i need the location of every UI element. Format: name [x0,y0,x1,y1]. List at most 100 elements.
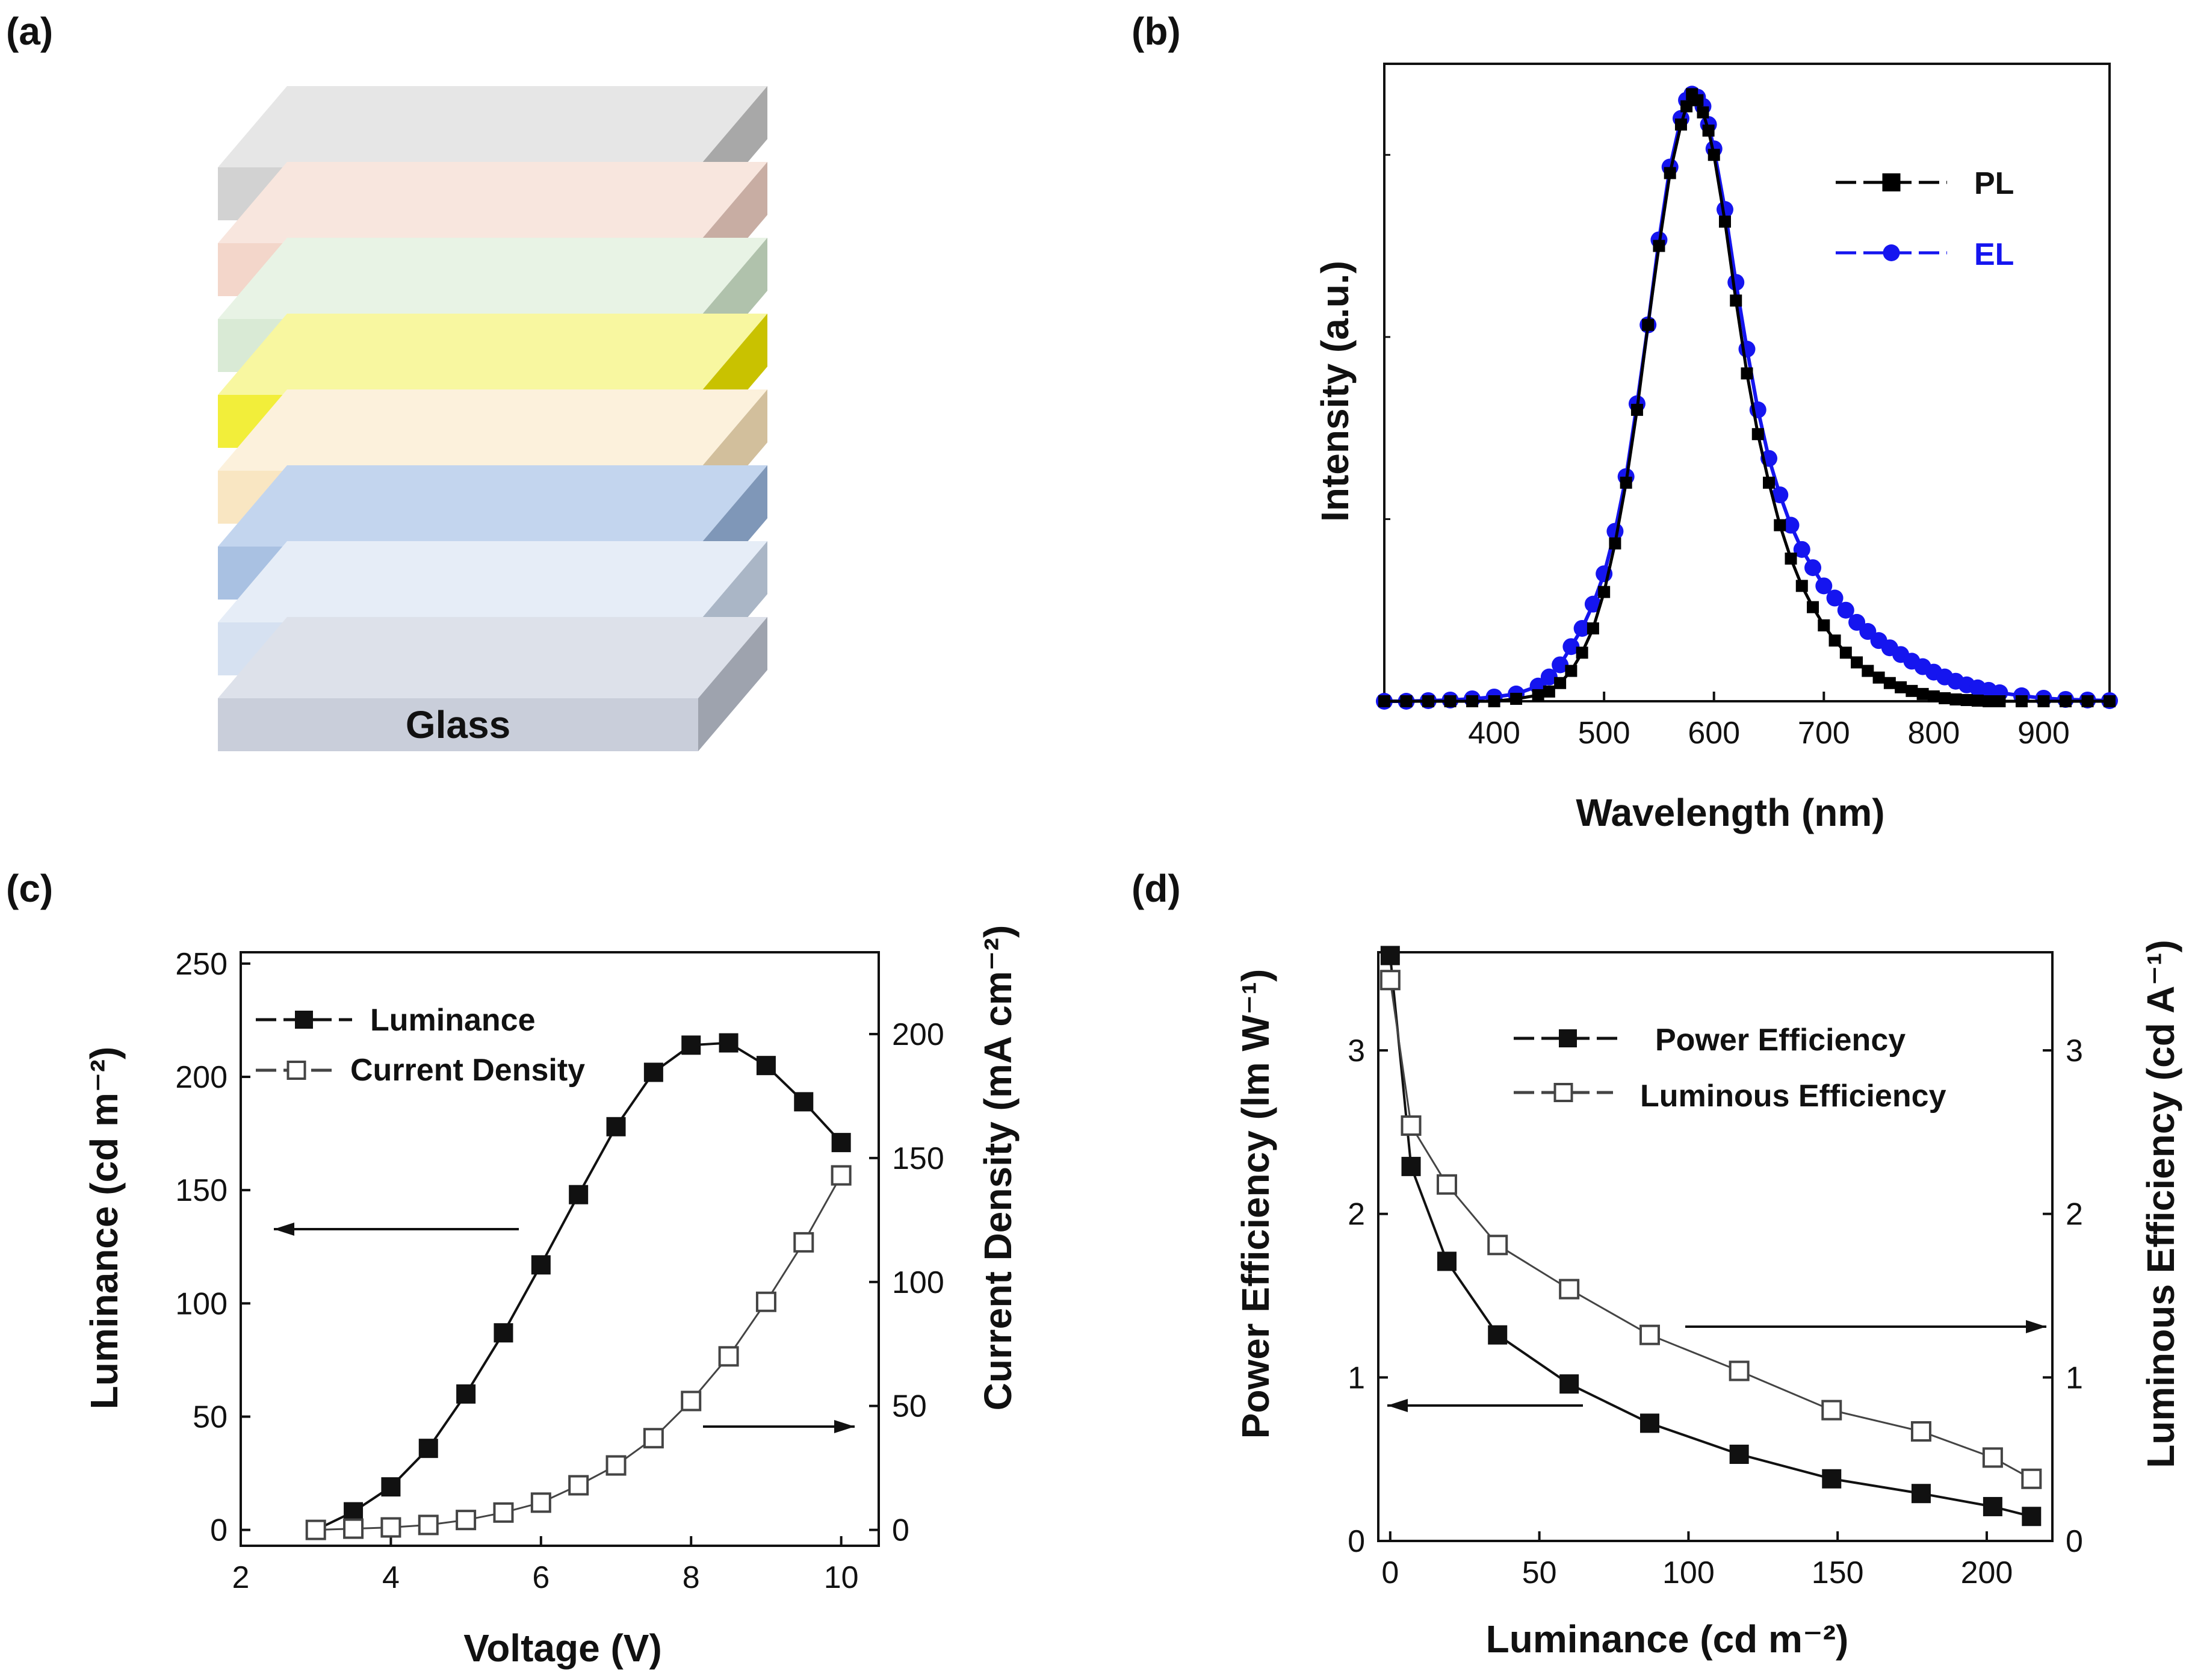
chart-b-point-pl [1741,367,1753,380]
chart-b-xtick-label: 400 [1468,716,1520,751]
chart-b-point-pl [2081,695,2094,707]
legend-label-current-density: Current Density [350,1053,585,1088]
chart-c-point-current-density [380,1517,401,1538]
chart-d-point-luminous-efficiency [1821,1399,1842,1421]
chart-b-point-pl [1971,694,1984,707]
chart-d-ytick-label-right: 2 [2066,1197,2083,1232]
chart-b-xlabel: Wavelength (nm) [1576,791,1884,834]
chart-b-point-pl [1576,646,1588,659]
chart-c-point-current-density [755,1291,776,1312]
chart-d-point-power-efficiency [1437,1251,1457,1271]
chart-c-point-current-density [343,1518,364,1539]
legend-label-luminous-efficiency: Luminous Efficiency [1640,1079,1946,1114]
chart-c-ytick-label-right: 0 [892,1513,909,1548]
chart-c-point-luminance [794,1092,814,1112]
chart-d-point-power-efficiency [1911,1484,1931,1504]
legend-sample-luminance [256,1011,352,1029]
chart-b-point-pl [1691,94,1704,107]
chart-d-ytick-label: 2 [1348,1197,1365,1232]
chart-c-ytick-label: 0 [210,1513,228,1548]
chart-b-xtick-label: 700 [1798,716,1850,751]
chart-c-point-luminance [643,1062,663,1082]
chart-c-point-current-density [305,1519,326,1540]
chart-d-point-power-efficiency [1401,1156,1421,1176]
chart-c-series-luminance [306,1033,851,1540]
legend-marker [1559,1029,1577,1047]
chart-b-point-pl [1774,519,1786,532]
chart-b-point-el [1584,595,1602,613]
chart-b-legend: PL EL [1836,166,2014,272]
legend-label-el: EL [1974,237,2014,272]
layer-top-face [218,314,767,395]
plot-frame [240,951,880,1547]
chart-b-point-pl [1642,318,1655,331]
chart-c-series-current-density [305,1165,852,1540]
chart-d-point-luminous-efficiency [1379,970,1401,991]
chart-d-point-power-efficiency [1729,1445,1749,1465]
chart-d-xtick-label: 0 [1381,1555,1399,1590]
chart-b-point-pl [1807,601,1819,613]
chart-c-line-luminance [315,1041,843,1531]
chart-c-point-current-density [681,1390,702,1412]
legend-sample-el [1836,244,1947,261]
chart-b-point-el [1804,559,1822,577]
chart-c-ytick-label-right: 100 [892,1265,944,1300]
legend-sample-power-efficiency [1514,1029,1622,1047]
chart-d-series-power-efficiency [1380,946,2042,1527]
chart-c-xlabel: Voltage (V) [463,1626,662,1670]
chart-b-point-pl [1697,106,1709,119]
chart-b-point-pl [1785,552,1797,565]
chart-d-point-luminous-efficiency [1559,1279,1580,1300]
chart-b-point-pl [1730,294,1742,307]
chart-d-point-power-efficiency [1380,946,1400,966]
chart-b-point-pl [1378,695,1390,707]
chart-c-point-luminance [719,1033,738,1053]
chart-c-xtick-label: 10 [824,1560,859,1595]
chart-b-point-pl [1993,695,2006,707]
chart-b-point-pl [1883,677,1896,689]
panel-label-d: (d) [1132,867,1181,910]
chart-c-ytick-label: 150 [175,1173,228,1208]
chart-b-point-el [1552,656,1569,674]
layer-label: Glass [406,703,510,746]
chart-b-point-pl [1532,689,1544,701]
layer-top-face [218,389,767,471]
chart-b-point-pl [1828,634,1841,647]
panel-label-b: (b) [1132,10,1181,53]
chart-c-ylabel-right: Current Density (mA cm⁻²) [976,925,1020,1411]
chart-d-xtick-label: 50 [1522,1555,1557,1590]
chart-c-ytick-label-right: 200 [892,1017,944,1052]
chart-c-point-luminance [381,1477,401,1497]
chart-b-point-el [1716,201,1733,219]
chart-b-point-pl [1466,695,1479,707]
chart-b-point-pl [1680,100,1693,113]
panel-label-a: (a) [6,10,53,53]
chart-d-series-luminous-efficiency [1379,970,2042,1489]
chart-c-point-luminance [681,1035,701,1055]
chart-d-legend: Power Efficiency Luminous Efficiency [1640,1023,1946,1114]
chart-b-point-pl [1818,619,1830,631]
chart-d-point-luminous-efficiency [2021,1468,2042,1489]
chart-b-point-pl [1664,167,1676,179]
arrow-head [834,1420,855,1433]
layer-top-face [218,465,767,547]
arrow-to-right-axis [1685,1320,2046,1333]
chart-c-point-current-density [793,1232,814,1253]
legend-marker [286,1061,306,1080]
chart-d-point-luminous-efficiency [1982,1447,2003,1468]
chart-b-point-el [1793,541,1810,558]
legend-sample-pl [1836,173,1947,191]
chart-b-point-pl [1620,476,1632,489]
chart-d-ytick-label: 3 [1348,1034,1365,1068]
chart-b-point-pl [1960,693,1973,706]
chart-c-point-luminance [418,1439,438,1458]
chart-b-point-pl [1872,671,1885,684]
chart-b-point-pl [1916,687,1929,700]
chart-b-point-pl [1939,692,1951,704]
chart-d-point-power-efficiency [1488,1325,1508,1345]
chart-d-point-luminous-efficiency [1729,1360,1750,1381]
chart-c-xtick-label: 8 [683,1560,700,1595]
chart-c-ylabel-left: Luminance (cd m⁻²) [82,1047,126,1410]
legend-label-power-efficiency: Power Efficiency [1655,1023,1906,1058]
